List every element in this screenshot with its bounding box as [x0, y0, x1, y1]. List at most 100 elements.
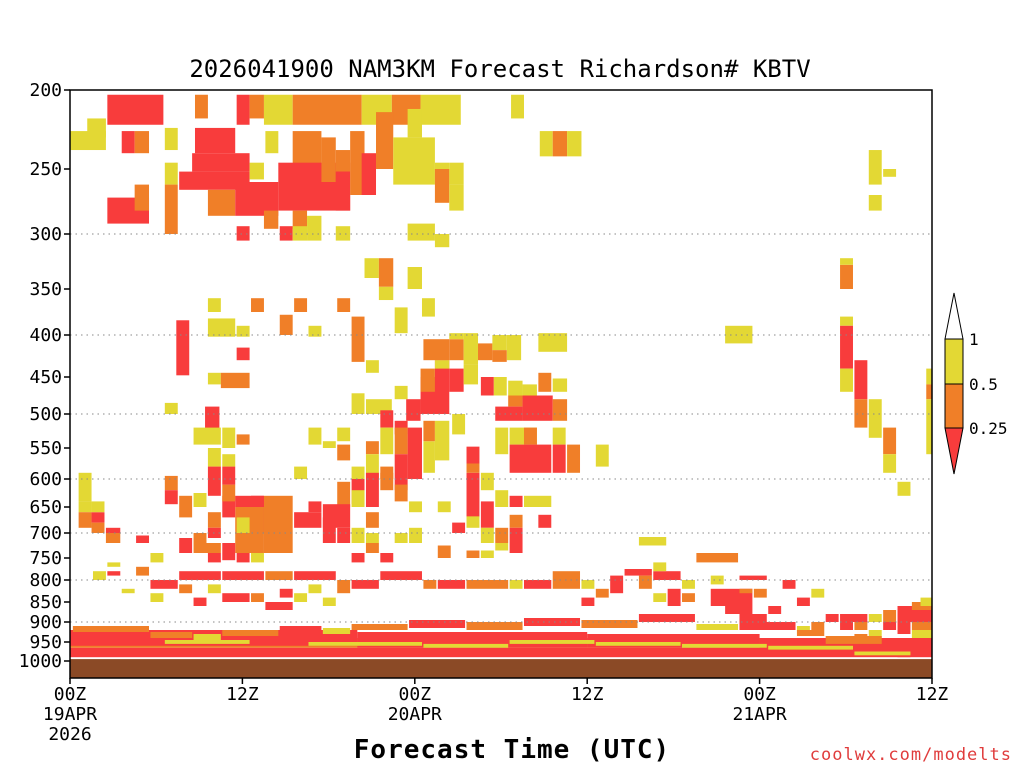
heatmap-cell — [222, 484, 236, 502]
heatmap-cell — [883, 622, 897, 630]
heatmap-cell — [351, 553, 365, 563]
heatmap-cell — [164, 162, 178, 185]
heatmap-cell — [509, 444, 552, 473]
heatmap-cell — [840, 264, 853, 289]
heatmap-cell — [222, 571, 264, 580]
heatmap-cell — [179, 495, 193, 518]
heatmap-cell — [235, 495, 264, 507]
heatmap-cell — [222, 543, 236, 561]
heatmap-cell — [495, 543, 509, 551]
heatmap-cell — [552, 444, 566, 473]
heatmap-cell — [897, 622, 911, 634]
heatmap-cell — [107, 571, 121, 576]
y-tick-label: 750 — [29, 548, 62, 569]
heatmap-cell — [539, 131, 553, 157]
heatmap-cell — [150, 593, 164, 602]
heatmap-cell — [523, 495, 552, 507]
heatmap-cell — [480, 527, 494, 543]
heatmap-cell — [292, 226, 308, 241]
heatmap-cell — [150, 632, 193, 638]
y-tick-label: 900 — [29, 612, 62, 633]
heatmap-cell — [308, 325, 322, 337]
heatmap-cell — [335, 171, 351, 211]
heatmap-cell — [164, 127, 178, 151]
heatmap-cell — [337, 527, 351, 543]
x-tick-label: 20APR — [388, 704, 442, 725]
heatmap-cell — [78, 512, 92, 528]
y-tick-label: 400 — [29, 325, 62, 346]
heatmap-cell — [696, 553, 739, 563]
heatmap-cell — [480, 472, 494, 491]
credit-text[interactable]: coolwx.com/modelts — [810, 745, 1012, 765]
heatmap-cell — [380, 571, 422, 580]
heatmap-cell — [263, 210, 279, 229]
y-tick-label: 700 — [29, 523, 62, 544]
heatmap-cell — [883, 610, 897, 622]
heatmap-cell — [406, 399, 421, 421]
heatmap-cell — [351, 490, 365, 507]
heatmap-cell — [638, 575, 652, 589]
heatmap-cell — [265, 131, 279, 154]
heatmap-cell — [380, 553, 394, 563]
heatmap-cell — [350, 131, 365, 195]
heatmap-cell — [480, 377, 494, 396]
heatmap-cell — [495, 490, 509, 507]
heatmap-cell — [926, 384, 932, 400]
heatmap-cell — [351, 580, 379, 589]
heatmap-cell — [420, 368, 435, 392]
heatmap-cell — [394, 307, 408, 334]
heatmap-cell — [407, 427, 422, 479]
heatmap-cell — [682, 643, 767, 648]
heatmap-cell — [91, 501, 105, 513]
heatmap-cell — [207, 584, 221, 594]
heatmap-cell — [423, 420, 435, 442]
heatmap-cell — [523, 580, 552, 589]
heatmap-cell — [480, 550, 494, 558]
heatmap-cell — [610, 575, 624, 594]
heatmap-cell — [251, 553, 264, 563]
heatmap-cell — [308, 501, 322, 513]
heatmap-cell — [193, 493, 207, 507]
heatmap-cell — [466, 472, 480, 518]
heatmap-cell — [91, 522, 105, 533]
x-tick-label: 00Z — [54, 684, 87, 705]
heatmap-cell — [294, 466, 308, 479]
y-tick-label: 850 — [29, 592, 62, 613]
heatmap-cell — [739, 588, 753, 594]
heatmap-cell — [840, 622, 853, 630]
heatmap-cell — [926, 399, 932, 455]
heatmap-cell — [263, 94, 293, 125]
y-tick-label: 200 — [29, 80, 62, 101]
heatmap-cell — [337, 298, 351, 312]
heatmap-cell — [478, 343, 493, 361]
heatmap-cell — [87, 118, 106, 138]
heatmap-cell — [509, 527, 523, 553]
heatmap-cell — [207, 479, 221, 496]
heatmap-cell — [378, 286, 394, 301]
heatmap-cell — [434, 420, 450, 461]
heatmap-cell — [394, 533, 408, 543]
heatmap-cell — [682, 580, 695, 589]
heatmap-cell — [897, 481, 911, 496]
x-tick-label: 12Z — [916, 684, 949, 705]
heatmap-cell — [121, 131, 135, 154]
heatmap-cell — [840, 368, 853, 392]
heatmap-cell — [449, 184, 464, 211]
x-tick-label: 00Z — [399, 684, 432, 705]
heatmap-cell — [493, 377, 507, 396]
heatmap-cell — [164, 640, 250, 644]
heatmap-cell — [70, 647, 932, 658]
heatmap-cell — [322, 517, 336, 543]
heatmap-cell — [335, 150, 351, 172]
heatmap-cell — [595, 444, 609, 467]
heatmap-cell — [868, 399, 882, 438]
gridlines — [70, 233, 932, 623]
heatmap-cell — [854, 622, 868, 630]
heatmap-cell — [667, 588, 681, 606]
heatmap-cell — [653, 593, 667, 602]
heatmap-cell — [279, 314, 293, 335]
heatmap-cell — [480, 501, 494, 528]
heatmap-cell — [538, 333, 568, 352]
heatmap-cell — [251, 298, 264, 312]
heatmap-cell — [308, 584, 322, 594]
